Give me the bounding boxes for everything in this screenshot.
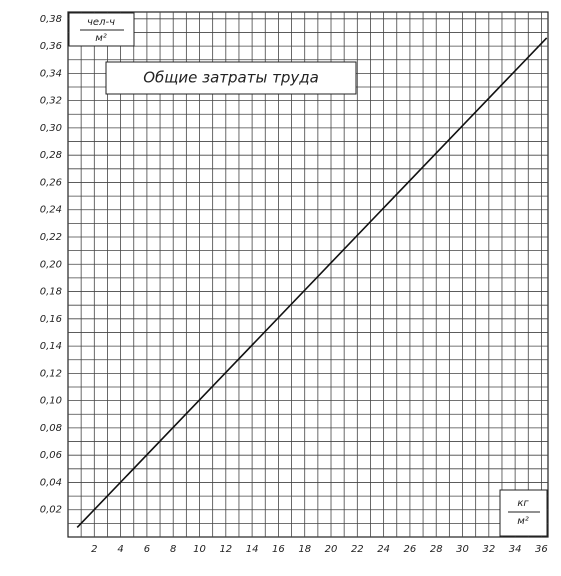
- chart-title: Общие затраты труда: [143, 69, 319, 87]
- x-tick-label: 24: [377, 544, 390, 555]
- y-tick-label: 0,34: [40, 68, 62, 79]
- x-tick-label: 32: [482, 544, 495, 555]
- plot-frame: [67, 11, 549, 538]
- data-line: [76, 37, 548, 529]
- title-box: [105, 61, 357, 95]
- x-tick-label: 28: [430, 544, 443, 555]
- x-tick-label: 36: [535, 544, 548, 555]
- y-tick-label: 0,30: [40, 123, 62, 134]
- y-tick-label: 0,32: [40, 96, 62, 107]
- x-tick-label: 4: [117, 544, 123, 555]
- y-unit-denominator: м²: [95, 33, 107, 44]
- x-tick-label: 8: [170, 544, 176, 555]
- x-tick-label: 22: [351, 544, 364, 555]
- x-tick-label: 26: [404, 544, 417, 555]
- x-unit-box: [499, 489, 548, 537]
- labels: 2 4 6 8 10 12 14 16 18 20 22 24 26 28 30 32 34 360,020,04…: [40, 14, 548, 555]
- y-unit-numerator: чел-ч: [87, 17, 115, 28]
- y-tick-label: 0,16: [40, 314, 62, 325]
- y-tick-label: 0,20: [40, 259, 62, 270]
- y-tick-label: 0,04: [40, 477, 62, 488]
- y-tick-label: 0,24: [40, 205, 62, 216]
- x-unit-numerator: кг: [517, 498, 529, 509]
- x-tick-label: 34: [509, 544, 522, 555]
- y-tick-label: 0,02: [40, 505, 62, 516]
- marks: [76, 37, 548, 529]
- y-tick-label: 0,38: [40, 14, 62, 25]
- y-tick-label: 0,28: [40, 150, 62, 161]
- x-tick-label: 20: [325, 544, 338, 555]
- y-tick-label: 0,10: [40, 396, 62, 407]
- y-tick-label: 0,26: [40, 177, 62, 188]
- y-tick-label: 0,22: [40, 232, 62, 243]
- y-tick-label: 0,18: [40, 287, 62, 298]
- x-tick-label: 2: [91, 544, 97, 555]
- y-tick-label: 0,36: [40, 41, 62, 52]
- y-tick-label: 0,08: [40, 423, 62, 434]
- x-tick-label: 12: [219, 544, 232, 555]
- x-tick-label: 10: [193, 544, 206, 555]
- x-tick-label: 14: [246, 544, 259, 555]
- y-tick-label: 0,12: [40, 368, 62, 379]
- x-tick-label: 18: [298, 544, 311, 555]
- x-unit-denominator: м²: [517, 516, 529, 527]
- x-tick-label: 6: [144, 544, 150, 555]
- x-tick-label: 16: [272, 544, 285, 555]
- y-tick-label: 0,06: [40, 450, 62, 461]
- x-tick-label: 30: [456, 544, 469, 555]
- y-tick-label: 0,14: [40, 341, 62, 352]
